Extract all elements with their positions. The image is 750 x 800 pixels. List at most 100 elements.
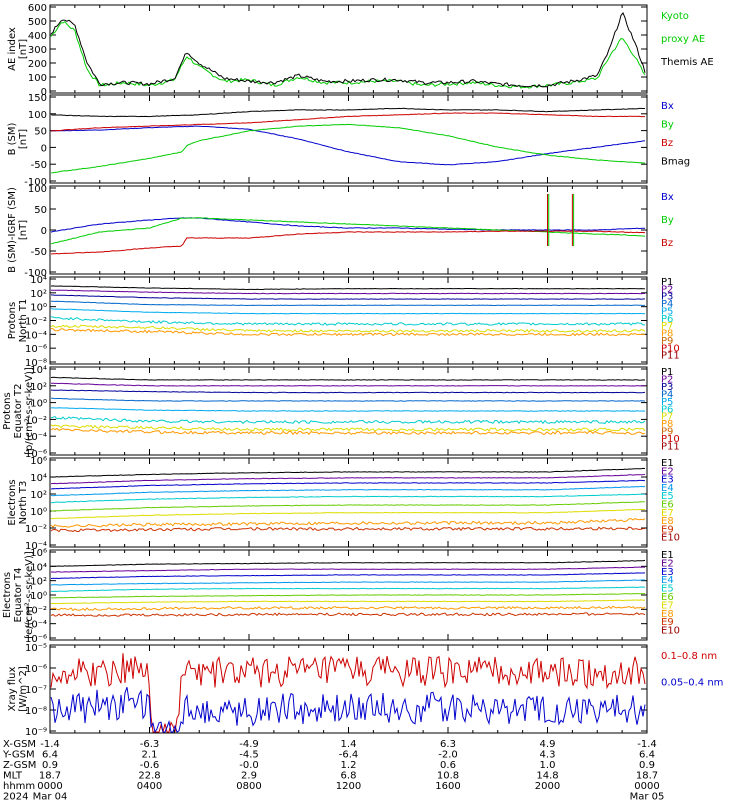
y-tick-label: 10⁻⁸ — [25, 706, 47, 717]
legend-entry: By — [661, 215, 674, 226]
y-tick-label: 10⁻⁴ — [25, 620, 47, 631]
y-tick-label: 10⁴ — [30, 275, 47, 286]
y-tick-label: 10⁻⁷ — [25, 685, 47, 696]
y-axis-label: [nT] — [18, 129, 29, 149]
y-tick-label: 10² — [30, 490, 47, 501]
series-line-P5 — [50, 308, 646, 315]
y-tick-label: -50 — [31, 247, 47, 258]
series-line-E5 — [51, 493, 646, 504]
y-tick-label: 10⁰ — [30, 591, 47, 602]
series-line-P1 — [50, 376, 646, 381]
series-line-By — [50, 217, 646, 245]
y-tick-label: 10⁻² — [25, 524, 47, 535]
legend-entry: P4 — [661, 299, 673, 310]
x-tick-label: 0400 — [137, 781, 162, 792]
y-tick-label: 10⁻⁶ — [25, 634, 47, 645]
x-tick-label: 1.2 — [341, 760, 357, 771]
series-line-Bz — [50, 230, 645, 255]
series-line-E1 — [50, 467, 646, 478]
panel-xray: 10⁻⁵ 10⁻⁶ 10⁻⁷ 10⁻⁸ 10⁻⁹ Xray flux [W/m^2] 0.1–… — [7, 643, 723, 738]
x-tick-label: -6.3 — [140, 739, 160, 750]
series-line-00504nm — [50, 687, 646, 734]
legend-entry: P11 — [661, 351, 680, 362]
y-tick-label: 10⁻⁶ — [25, 344, 47, 355]
y-axis-label: [nT] — [18, 220, 29, 240]
x-tick-label: 2000 — [535, 781, 560, 792]
y-axis-label: Equator T4 — [13, 568, 24, 623]
y-tick-label: -100 — [24, 177, 47, 188]
y-tick-label: 400 — [28, 31, 47, 42]
legend-entry: P9 — [661, 336, 673, 347]
legend-entry: E1 — [661, 550, 674, 561]
panel-electrons_t4: 10⁶ 10⁴ 10² 10⁰ 10⁻² 10⁻⁴ 10⁻⁶ Electrons Equator… — [2, 548, 680, 645]
series-line-Bz — [50, 112, 645, 132]
panel-frame — [49, 276, 648, 365]
legend-entry: P2 — [661, 374, 673, 385]
legend-entry: E3 — [661, 567, 674, 578]
y-tick-label: 10⁰ — [30, 399, 47, 410]
series-line-By — [50, 123, 645, 174]
legend-entry: E5 — [661, 584, 674, 595]
x-tick-label: 6.4 — [42, 750, 58, 761]
legend-entry: P4 — [661, 389, 673, 400]
y-tick-label: 10⁴ — [30, 473, 47, 484]
legend-entry: Bz — [661, 238, 673, 249]
legend-entry: 0.1–0.8 nm — [661, 651, 717, 662]
series-line-E8 — [50, 605, 646, 612]
series-line-P8 — [50, 328, 646, 337]
legend-entry: P1 — [661, 367, 673, 378]
legend-entry: P9 — [661, 427, 673, 438]
y-tick-label: 10⁻⁴ — [25, 541, 47, 552]
legend-entry: P10 — [661, 434, 680, 445]
x-tick-label: 6.8 — [341, 771, 357, 782]
x-tick-label: 6.3 — [440, 739, 456, 750]
y-tick-label: -100 — [24, 268, 47, 279]
panel-protons_t1: 10⁴ 10² 10⁰ 10⁻² 10⁻⁴ 10⁻⁶ 10⁻⁸ Protons North T1… — [7, 275, 680, 369]
y-tick-label: 50 — [34, 205, 47, 216]
y-tick-label: 10⁻⁶ — [25, 449, 47, 460]
panel-ae: 600 500 400 300 200 100 0 AE index [nT] Kyoto prox… — [7, 3, 714, 98]
legend-entry: E10 — [661, 626, 680, 637]
series-line-Bx — [50, 217, 645, 233]
x-tick-label: Mar 04 — [33, 792, 68, 800]
x-tick-label: 0.9 — [639, 760, 655, 771]
legend-entry: Bz — [661, 138, 673, 149]
x-row-label: hhmm — [3, 781, 35, 792]
y-tick-label: 500 — [28, 17, 47, 28]
series-line-P2 — [50, 382, 646, 387]
x-tick-label: -2.0 — [438, 750, 458, 761]
legend-entry: E4 — [661, 575, 674, 586]
legend-entry: Themis AE — [660, 57, 714, 68]
series-line-E4 — [50, 579, 645, 586]
legend-entry: P10 — [661, 343, 680, 354]
y-tick-label: 150 — [28, 93, 47, 104]
series-line-P8 — [50, 427, 646, 436]
panel-frame — [49, 644, 648, 734]
x-tick-label: 18.7 — [636, 771, 658, 782]
series-line-P4 — [51, 300, 646, 307]
y-tick-label: 10⁻⁴ — [25, 330, 47, 341]
series-line-P5 — [50, 407, 646, 412]
y-tick-label: 10⁴ — [30, 365, 47, 376]
panel-protons_t2: 10⁴ 10² 10⁰ 10⁻² 10⁻⁴ 10⁻⁶ Protons Equator T2 [p… — [2, 365, 680, 460]
y-tick-label: 100 — [28, 73, 47, 84]
legend-entry: E8 — [661, 609, 674, 620]
series-line-E9 — [50, 612, 646, 617]
y-axis-label: North T1 — [18, 299, 29, 343]
y-axis-label: [e/(cm²-s-sr-keV)] — [24, 551, 35, 639]
y-axis-label: Protons — [2, 392, 13, 429]
y-tick-label: 10⁰ — [30, 507, 47, 518]
y-tick-label: 10⁻⁵ — [25, 643, 47, 654]
legend-entry: P5 — [661, 306, 673, 317]
series-line-P3 — [50, 294, 646, 300]
legend-entry: E10 — [661, 533, 680, 544]
y-axis-label: Xray flux — [7, 667, 18, 712]
legend-entry: Kyoto — [661, 11, 689, 22]
panel-b_igrf: 100 50 0 -50 -100 B (SM)-IGRF (SM) [nT] Bx By Bz — [7, 184, 674, 279]
series-line-P2 — [51, 289, 645, 295]
x-tick-label: 18.7 — [39, 771, 61, 782]
series-line-E7 — [50, 508, 646, 520]
legend-entry: E2 — [661, 466, 674, 477]
